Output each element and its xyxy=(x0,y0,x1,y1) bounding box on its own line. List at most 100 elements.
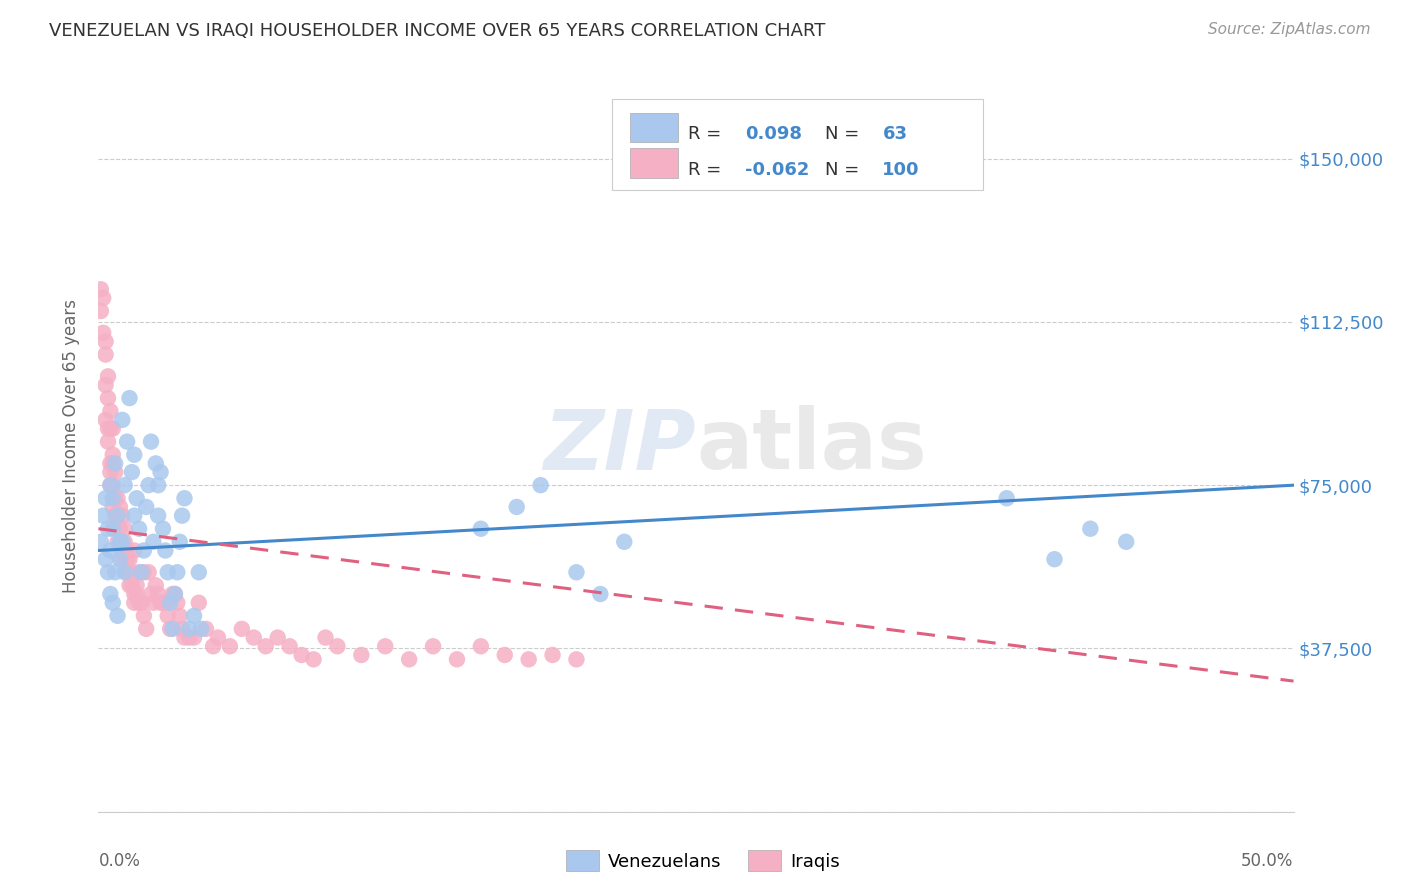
Point xyxy=(98,478,122,492)
Text: N =: N = xyxy=(825,161,859,179)
Text: N =: N = xyxy=(825,125,859,143)
Point xyxy=(108,534,131,549)
Point xyxy=(155,596,177,610)
Legend: Venezuelans, Iraqis: Venezuelans, Iraqis xyxy=(560,843,846,879)
Point xyxy=(128,522,150,536)
Point xyxy=(183,608,205,623)
Point xyxy=(131,566,153,580)
Point xyxy=(163,587,186,601)
Point xyxy=(115,543,138,558)
Point xyxy=(107,508,129,523)
Point xyxy=(506,500,529,514)
Point xyxy=(169,534,191,549)
Point xyxy=(139,587,162,601)
Point xyxy=(94,552,117,566)
Point xyxy=(135,500,157,514)
Point xyxy=(108,522,131,536)
Point xyxy=(1080,522,1102,536)
Point xyxy=(159,622,181,636)
Point xyxy=(148,508,170,523)
Text: 100: 100 xyxy=(883,161,920,179)
Point xyxy=(179,622,201,636)
Point xyxy=(97,434,120,449)
Point xyxy=(115,434,138,449)
Point xyxy=(207,631,229,645)
Point xyxy=(159,596,181,610)
Point xyxy=(179,631,201,645)
Point xyxy=(91,291,114,305)
Point xyxy=(132,608,155,623)
Text: ZIP: ZIP xyxy=(543,406,696,486)
Point xyxy=(90,282,112,296)
FancyBboxPatch shape xyxy=(613,99,983,190)
Point xyxy=(121,566,143,580)
Point xyxy=(125,491,148,506)
Point xyxy=(1043,552,1066,566)
Point xyxy=(128,596,150,610)
Point xyxy=(111,508,134,523)
Point xyxy=(97,391,120,405)
Point xyxy=(195,622,218,636)
Point xyxy=(166,596,188,610)
Point xyxy=(118,566,141,580)
Point xyxy=(156,608,179,623)
Point xyxy=(118,391,141,405)
Point xyxy=(91,508,114,523)
Point xyxy=(107,608,129,623)
Point xyxy=(115,566,138,580)
Point xyxy=(135,622,157,636)
Point xyxy=(111,543,134,558)
Point xyxy=(278,640,301,654)
Point xyxy=(101,500,124,514)
Point xyxy=(101,478,124,492)
Point xyxy=(142,596,165,610)
Point xyxy=(231,622,253,636)
Point xyxy=(104,522,127,536)
Point xyxy=(613,534,636,549)
Point xyxy=(98,457,122,471)
Point xyxy=(517,652,540,666)
Point xyxy=(315,631,337,645)
Point xyxy=(302,652,325,666)
Point xyxy=(101,457,124,471)
Text: 50.0%: 50.0% xyxy=(1241,852,1294,870)
Point xyxy=(107,491,129,506)
Point xyxy=(187,566,209,580)
Point xyxy=(98,465,122,479)
Point xyxy=(138,478,160,492)
Point xyxy=(132,543,155,558)
Point xyxy=(243,631,266,645)
Point xyxy=(267,631,290,645)
Y-axis label: Householder Income Over 65 years: Householder Income Over 65 years xyxy=(62,299,80,593)
Point xyxy=(374,640,396,654)
Point xyxy=(565,566,588,580)
Point xyxy=(128,566,150,580)
Point xyxy=(98,543,122,558)
Point xyxy=(169,608,191,623)
Point xyxy=(97,421,120,435)
Point xyxy=(162,587,184,601)
Point xyxy=(97,522,120,536)
Point xyxy=(190,622,212,636)
Point xyxy=(98,404,122,418)
Point xyxy=(124,543,146,558)
Point xyxy=(148,478,170,492)
Point xyxy=(145,578,167,592)
Point xyxy=(101,421,124,435)
Text: 63: 63 xyxy=(883,125,907,143)
Point xyxy=(124,448,146,462)
Point xyxy=(138,566,160,580)
Text: VENEZUELAN VS IRAQI HOUSEHOLDER INCOME OVER 65 YEARS CORRELATION CHART: VENEZUELAN VS IRAQI HOUSEHOLDER INCOME O… xyxy=(49,22,825,40)
Point xyxy=(107,534,129,549)
Point xyxy=(91,326,114,340)
Point xyxy=(156,566,179,580)
Point xyxy=(121,465,143,479)
Point xyxy=(163,587,186,601)
Point xyxy=(115,552,138,566)
Point xyxy=(101,448,124,462)
Point xyxy=(111,534,134,549)
Point xyxy=(142,534,165,549)
Text: -0.062: -0.062 xyxy=(745,161,810,179)
Point xyxy=(173,631,195,645)
Point xyxy=(104,566,127,580)
